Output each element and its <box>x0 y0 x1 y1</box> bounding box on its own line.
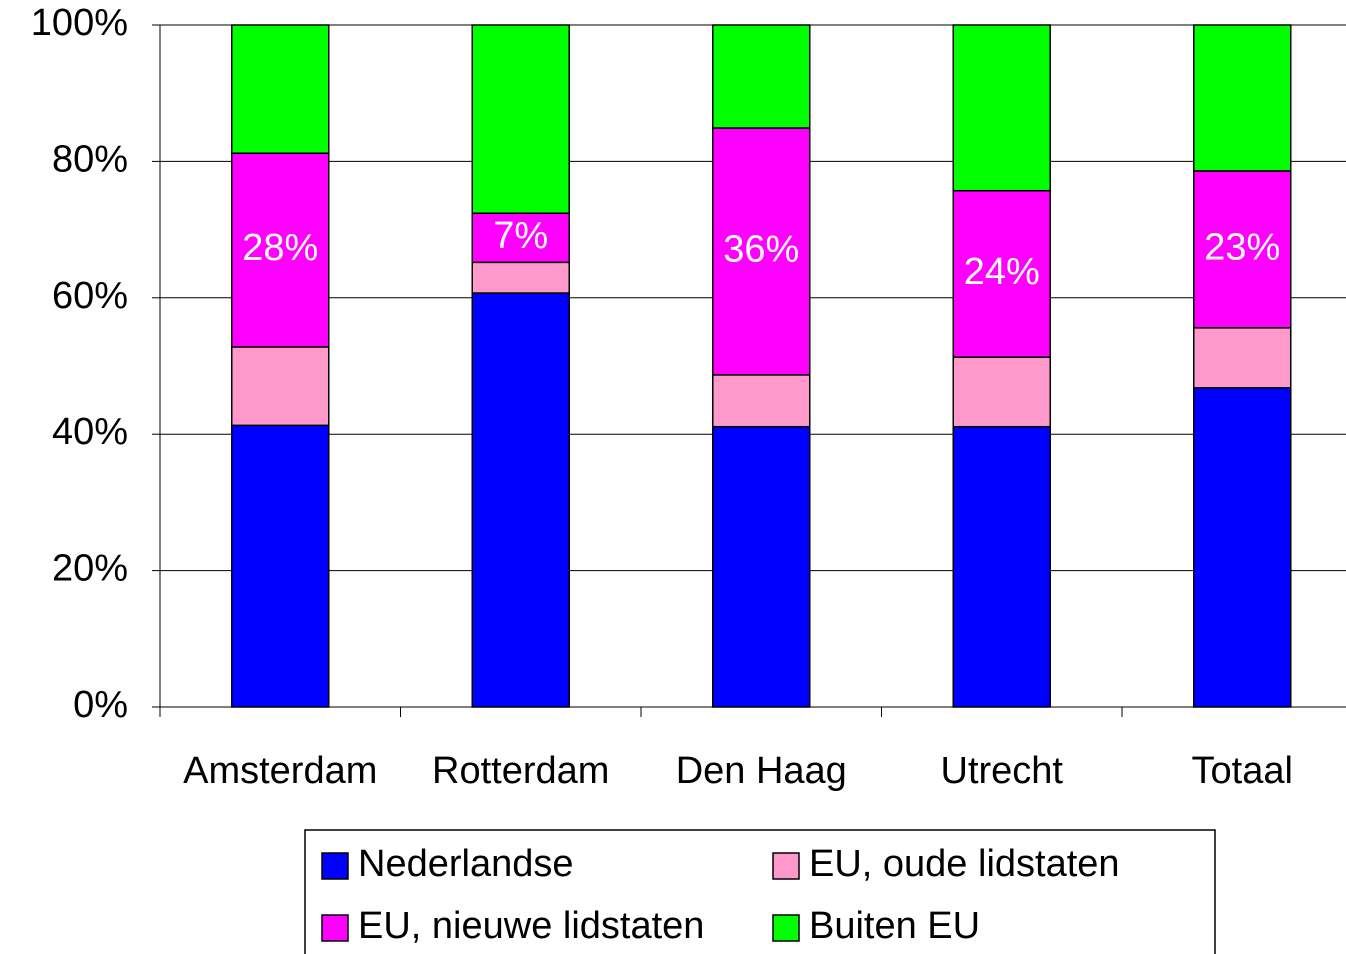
data-label: 7% <box>493 215 548 257</box>
y-tick-label: 100% <box>31 2 128 44</box>
data-label: 28% <box>242 227 318 269</box>
x-tick-label: Den Haag <box>676 750 847 792</box>
bar-segment <box>952 425 1051 708</box>
bar-segment <box>1193 24 1292 172</box>
y-tick-label: 40% <box>52 411 128 453</box>
bar-segment <box>1193 327 1292 389</box>
bar-segment <box>231 346 330 427</box>
bar-segment <box>712 24 811 129</box>
legend-swatch <box>772 914 800 942</box>
bar-segment <box>471 212 570 264</box>
legend-label: Nederlandse <box>358 843 573 885</box>
bar-segment <box>952 189 1051 358</box>
data-label: 36% <box>723 228 799 270</box>
legend-swatch <box>772 852 800 880</box>
legend-label: EU, nieuwe lidstaten <box>358 905 704 947</box>
bar-segment <box>952 24 1051 192</box>
data-label: 24% <box>964 251 1040 293</box>
bar-segment <box>712 127 811 376</box>
legend-swatch <box>321 852 349 880</box>
bar-segment <box>231 424 330 708</box>
bar-segment <box>471 261 570 294</box>
y-tick-label: 80% <box>52 138 128 180</box>
legend-label: EU, oude lidstaten <box>809 843 1120 885</box>
y-tick-label: 20% <box>52 548 128 590</box>
x-tick-label: Amsterdam <box>183 750 377 792</box>
legend-label: Buiten EU <box>809 905 980 947</box>
x-tick-label: Rotterdam <box>432 750 609 792</box>
bar-segment <box>712 425 811 708</box>
bar-segment <box>1193 170 1292 329</box>
y-tick-label: 60% <box>52 275 128 317</box>
bar-segment <box>471 24 570 214</box>
legend-swatch <box>321 914 349 942</box>
bar-segment <box>712 374 811 428</box>
bar-segment <box>231 24 330 154</box>
x-tick-label: Utrecht <box>941 750 1064 792</box>
y-tick-label: 0% <box>73 684 128 726</box>
bar-segment <box>952 356 1051 428</box>
data-label: 23% <box>1204 226 1280 268</box>
bar-segment <box>1193 387 1292 708</box>
bar-segment <box>471 292 570 708</box>
x-tick-label: Totaal <box>1192 750 1293 792</box>
legend-box <box>304 829 1216 954</box>
